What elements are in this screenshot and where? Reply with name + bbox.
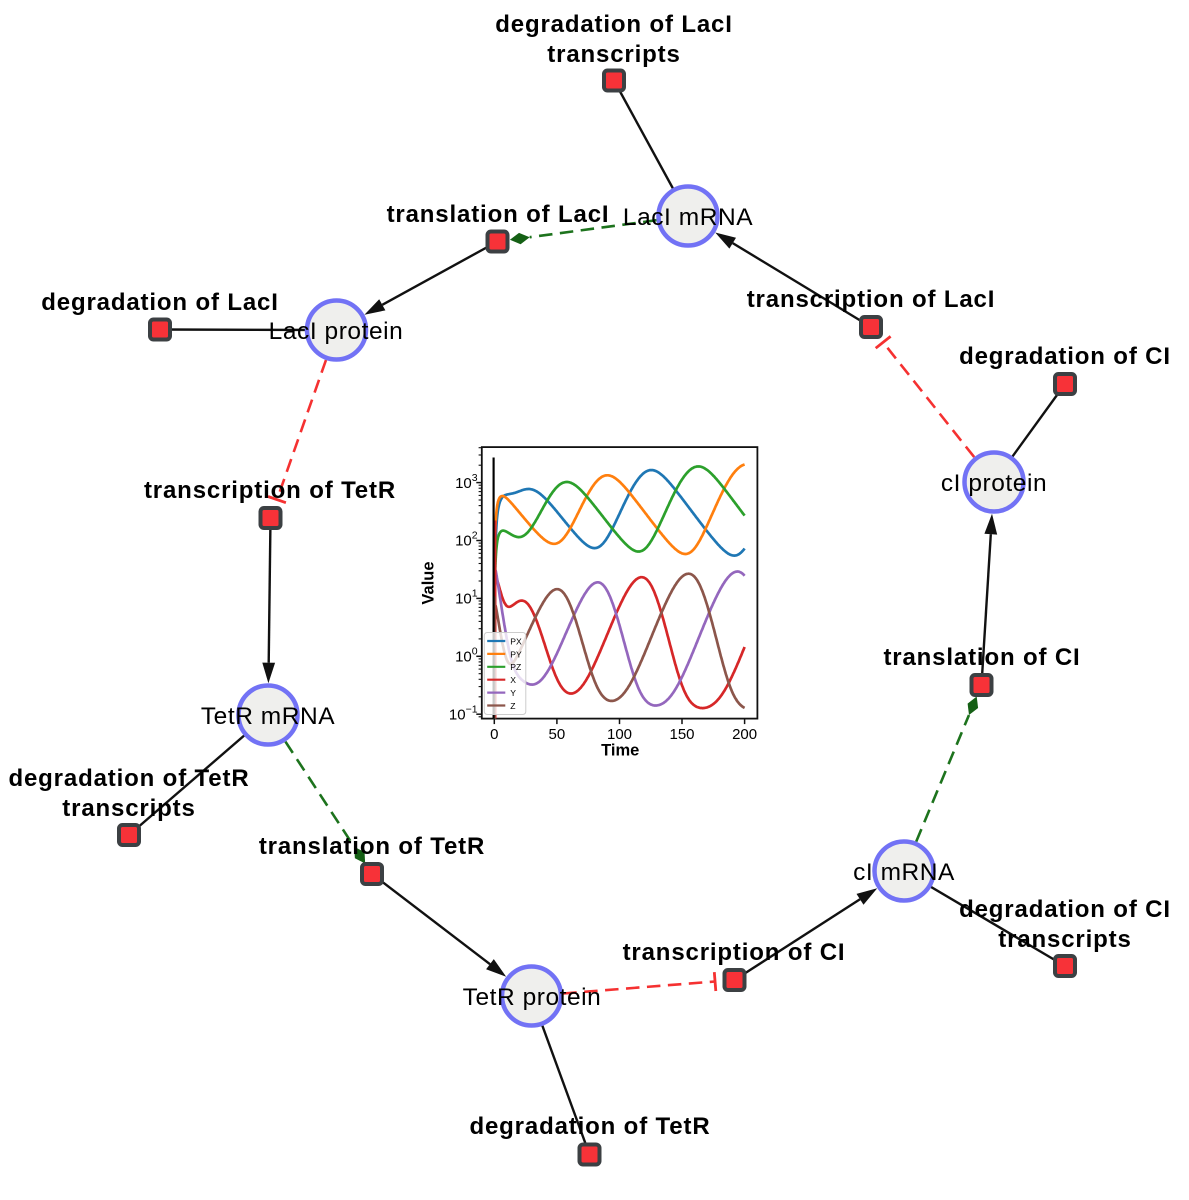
svg-text:degradation of TetR: degradation of TetR bbox=[469, 1113, 710, 1140]
svg-text:translation of CI: translation of CI bbox=[883, 644, 1080, 671]
svg-text:translation of TetR: translation of TetR bbox=[259, 833, 485, 860]
svg-text:transcription of CI: transcription of CI bbox=[623, 939, 846, 966]
svg-text:50: 50 bbox=[549, 726, 566, 743]
svg-text:cI mRNA: cI mRNA bbox=[853, 859, 955, 886]
svg-text:degradation of CI: degradation of CI bbox=[959, 343, 1171, 370]
svg-text:transcripts: transcripts bbox=[998, 926, 1131, 953]
svg-text:TetR protein: TetR protein bbox=[463, 984, 602, 1011]
svg-text:Value: Value bbox=[420, 561, 438, 604]
svg-text:degradation of LacI: degradation of LacI bbox=[41, 289, 279, 316]
svg-text:TetR mRNA: TetR mRNA bbox=[201, 703, 335, 730]
svg-text:LacI mRNA: LacI mRNA bbox=[623, 204, 753, 231]
svg-text:degradation of CI: degradation of CI bbox=[959, 896, 1171, 923]
svg-text:transcription of TetR: transcription of TetR bbox=[144, 477, 396, 504]
svg-text:100: 100 bbox=[607, 726, 632, 743]
svg-text:LacI protein: LacI protein bbox=[269, 318, 404, 345]
svg-text:transcription of LacI: transcription of LacI bbox=[747, 286, 996, 313]
svg-text:cI protein: cI protein bbox=[941, 470, 1047, 497]
svg-text:200: 200 bbox=[732, 726, 757, 743]
svg-text:Y: Y bbox=[510, 688, 516, 698]
svg-text:0: 0 bbox=[490, 726, 498, 743]
svg-text:Time: Time bbox=[601, 742, 639, 760]
svg-text:PY: PY bbox=[510, 649, 522, 659]
svg-text:translation of LacI: translation of LacI bbox=[387, 201, 610, 228]
svg-text:degradation of TetR: degradation of TetR bbox=[8, 765, 249, 792]
svg-text:Z: Z bbox=[510, 701, 515, 711]
svg-text:transcripts: transcripts bbox=[547, 41, 680, 68]
svg-text:PX: PX bbox=[510, 636, 522, 646]
svg-text:X: X bbox=[510, 675, 516, 685]
svg-text:transcripts: transcripts bbox=[62, 795, 195, 822]
svg-text:PZ: PZ bbox=[510, 662, 521, 672]
svg-text:150: 150 bbox=[669, 726, 694, 743]
svg-text:degradation of LacI: degradation of LacI bbox=[495, 11, 733, 38]
